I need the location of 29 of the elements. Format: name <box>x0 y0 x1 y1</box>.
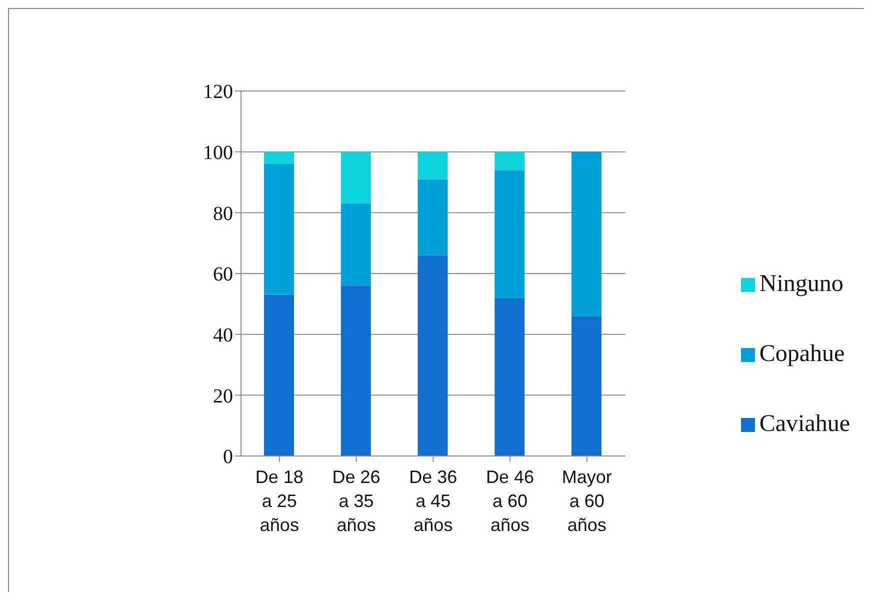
legend-label: Copahue <box>759 341 845 368</box>
bar <box>264 294 294 456</box>
bar <box>571 316 602 456</box>
y-tick-label: 80 <box>213 202 233 225</box>
y-tick-label: 60 <box>213 264 233 286</box>
bar <box>264 152 294 164</box>
legend-label: Caviahue <box>759 411 850 438</box>
bar <box>418 255 448 456</box>
bar <box>494 298 525 456</box>
bar <box>494 170 525 298</box>
y-tick-label: 100 <box>203 142 233 164</box>
bar <box>264 164 294 295</box>
legend-label: Ninguno <box>759 271 844 298</box>
bar <box>418 179 448 256</box>
y-tick-label: 20 <box>213 385 233 408</box>
x-tick-label: De 26 a 35 años <box>332 466 380 535</box>
x-tick-label: Mayor a 60 años <box>562 466 612 535</box>
y-tick-label: 120 <box>203 81 233 104</box>
bar <box>340 152 371 204</box>
bar <box>418 152 448 180</box>
bar <box>340 204 371 286</box>
x-tick-label: De 18 a 25 años <box>255 466 304 535</box>
y-tick-label: 0 <box>223 446 233 468</box>
x-tick-label: De 46 a 60 años <box>486 466 534 535</box>
y-tick-label: 40 <box>213 324 233 346</box>
x-tick-label: De 36 a 45 años <box>409 466 458 535</box>
bar <box>340 286 371 456</box>
bar <box>571 152 602 316</box>
bar <box>494 152 525 170</box>
